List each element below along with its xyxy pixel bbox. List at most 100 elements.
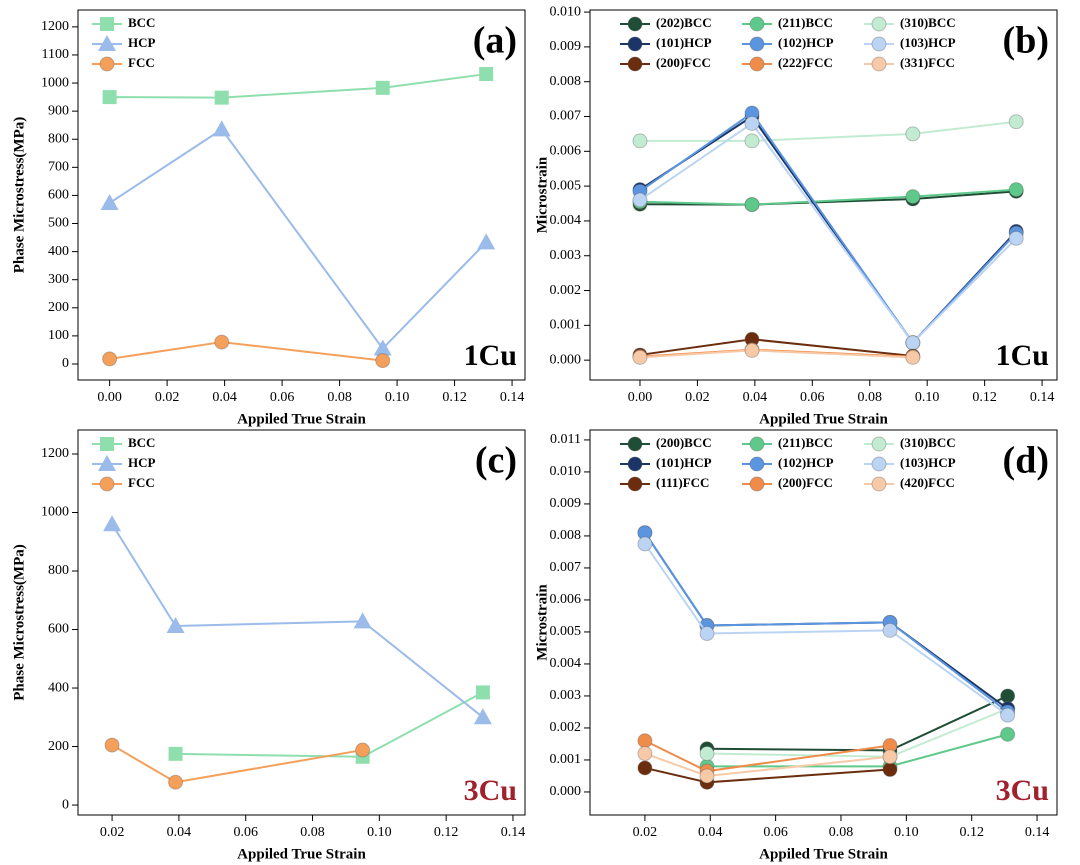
series-line — [111, 744, 363, 784]
marker — [103, 515, 122, 532]
marker — [214, 90, 229, 105]
series-line — [639, 122, 1017, 345]
marker — [1000, 688, 1016, 704]
marker — [871, 16, 887, 32]
x-tick-label: 0.04 — [743, 390, 768, 405]
marker — [699, 746, 715, 762]
marker — [749, 36, 765, 52]
legend-label: (101)HCP — [656, 455, 712, 470]
y-tick-label: 500 — [48, 216, 69, 231]
legend-label: (202)BCC — [656, 15, 712, 30]
series-line — [109, 73, 487, 99]
marker — [353, 612, 372, 629]
x-tick-label: 0.04 — [167, 825, 192, 840]
y-tick-label: 100 — [48, 328, 69, 343]
x-tick-label: 0.06 — [270, 390, 295, 405]
marker — [100, 437, 114, 451]
legend-label: (103)HCP — [900, 35, 956, 50]
x-tick-label: 0.12 — [442, 390, 467, 405]
marker — [749, 456, 765, 472]
marker — [1008, 230, 1024, 246]
marker — [479, 67, 494, 82]
y-tick-label: 700 — [48, 160, 69, 175]
panel-label: (d) — [1003, 440, 1049, 482]
annotation: 3Cu — [464, 774, 517, 807]
marker — [744, 115, 760, 131]
marker — [168, 774, 184, 790]
y-tick-label: 0.002 — [550, 283, 582, 298]
y-tick-label: 0.005 — [550, 624, 582, 639]
y-tick-label: 0.008 — [550, 528, 582, 543]
marker — [102, 90, 117, 105]
marker — [749, 436, 765, 452]
series-line — [644, 532, 1009, 713]
series-line — [111, 523, 484, 719]
y-tick-label: 0.000 — [550, 352, 582, 367]
y-tick-label: 0.000 — [550, 784, 582, 799]
marker — [99, 476, 115, 492]
marker — [637, 746, 653, 762]
x-tick-label: 0.02 — [685, 390, 710, 405]
marker — [905, 349, 921, 365]
legend-label: FCC — [128, 55, 155, 70]
x-tick-label: 0.14 — [501, 825, 526, 840]
legend-label: (101)HCP — [656, 35, 712, 50]
legend-label: (222)FCC — [778, 55, 833, 70]
marker — [749, 16, 765, 32]
marker — [871, 476, 887, 492]
legend-label: (200)FCC — [656, 55, 711, 70]
legend-label: BCC — [128, 435, 155, 450]
series-line — [109, 341, 383, 362]
legend-label: FCC — [128, 475, 155, 490]
x-tick-label: 0.02 — [155, 390, 180, 405]
marker — [632, 133, 648, 149]
marker — [627, 456, 643, 472]
x-tick-label: 0.10 — [367, 825, 392, 840]
x-tick-label: 0.08 — [327, 390, 352, 405]
marker — [905, 126, 921, 142]
x-tick-label: 0.02 — [633, 825, 658, 840]
series-line — [639, 115, 1017, 345]
marker — [98, 455, 116, 471]
legend-label: (103)HCP — [900, 455, 956, 470]
y-tick-label: 0.011 — [550, 432, 581, 447]
y-axis-label: Microstrain — [534, 584, 550, 661]
marker — [744, 197, 760, 213]
marker — [1008, 182, 1024, 198]
series-line — [639, 120, 1017, 142]
y-tick-label: 0.010 — [550, 464, 582, 479]
marker — [168, 746, 183, 761]
marker — [627, 56, 643, 72]
y-axis-label: Phase Microstress(MPa) — [11, 117, 27, 273]
plot-frame — [589, 429, 1058, 816]
panel-label: (b) — [1003, 20, 1049, 62]
series-line — [639, 190, 1017, 206]
x-tick-label: 0.12 — [972, 390, 997, 405]
y-tick-label: 0.003 — [550, 688, 582, 703]
x-tick-label: 0.06 — [800, 390, 825, 405]
x-tick-label: 0.00 — [97, 390, 122, 405]
x-tick-label: 0.06 — [233, 825, 258, 840]
marker — [882, 762, 898, 778]
y-axis-label: Microstrain — [534, 156, 550, 233]
marker — [882, 622, 898, 638]
marker — [637, 536, 653, 552]
marker — [882, 749, 898, 765]
marker — [637, 733, 653, 749]
legend-label: (310)BCC — [900, 15, 956, 30]
x-tick-label: 0.12 — [959, 825, 984, 840]
x-tick-label: 0.14 — [1025, 825, 1050, 840]
x-tick-label: 0.04 — [698, 825, 723, 840]
x-tick-label: 0.02 — [100, 825, 125, 840]
marker — [1000, 707, 1016, 723]
marker — [627, 16, 643, 32]
y-tick-label: 0.009 — [550, 39, 582, 54]
y-tick-label: 0.010 — [550, 4, 582, 19]
y-tick-label: 0.005 — [550, 178, 582, 193]
marker — [905, 189, 921, 205]
series-line — [109, 128, 487, 351]
legend-label: (331)FCC — [900, 55, 955, 70]
x-axis-label: Appiled True Strain — [759, 846, 888, 862]
legend-label: (211)BCC — [778, 435, 833, 450]
x-axis-label: Appiled True Strain — [759, 411, 888, 427]
